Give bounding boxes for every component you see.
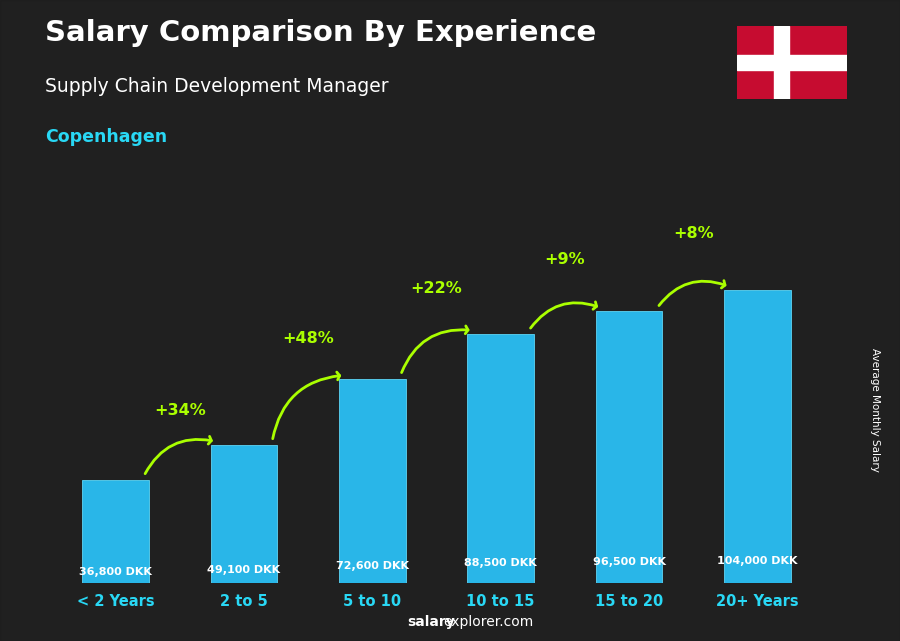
Bar	[596, 311, 662, 583]
Text: +34%: +34%	[154, 403, 206, 418]
Text: 88,500 DKK: 88,500 DKK	[464, 558, 537, 569]
Text: +8%: +8%	[673, 226, 714, 240]
Bar	[774, 26, 789, 99]
Text: Supply Chain Development Manager: Supply Chain Development Manager	[45, 77, 389, 96]
Text: +48%: +48%	[283, 331, 334, 346]
Text: +9%: +9%	[544, 253, 585, 267]
Bar	[211, 445, 277, 583]
Text: 72,600 DKK: 72,600 DKK	[336, 561, 409, 571]
Text: +22%: +22%	[410, 281, 463, 296]
Text: 49,100 DKK: 49,100 DKK	[207, 565, 281, 575]
Text: Salary Comparison By Experience: Salary Comparison By Experience	[45, 19, 596, 47]
Bar	[724, 290, 791, 583]
Text: 104,000 DKK: 104,000 DKK	[717, 556, 797, 566]
Text: 36,800 DKK: 36,800 DKK	[79, 567, 152, 577]
Text: explorer.com: explorer.com	[444, 615, 534, 629]
Bar	[737, 54, 847, 71]
Text: Copenhagen: Copenhagen	[45, 128, 167, 146]
Text: salary: salary	[407, 615, 454, 629]
Bar	[467, 334, 534, 583]
Text: Average Monthly Salary: Average Monthly Salary	[870, 348, 880, 472]
Bar	[339, 379, 406, 583]
Text: 96,500 DKK: 96,500 DKK	[592, 557, 665, 567]
Bar	[82, 479, 149, 583]
